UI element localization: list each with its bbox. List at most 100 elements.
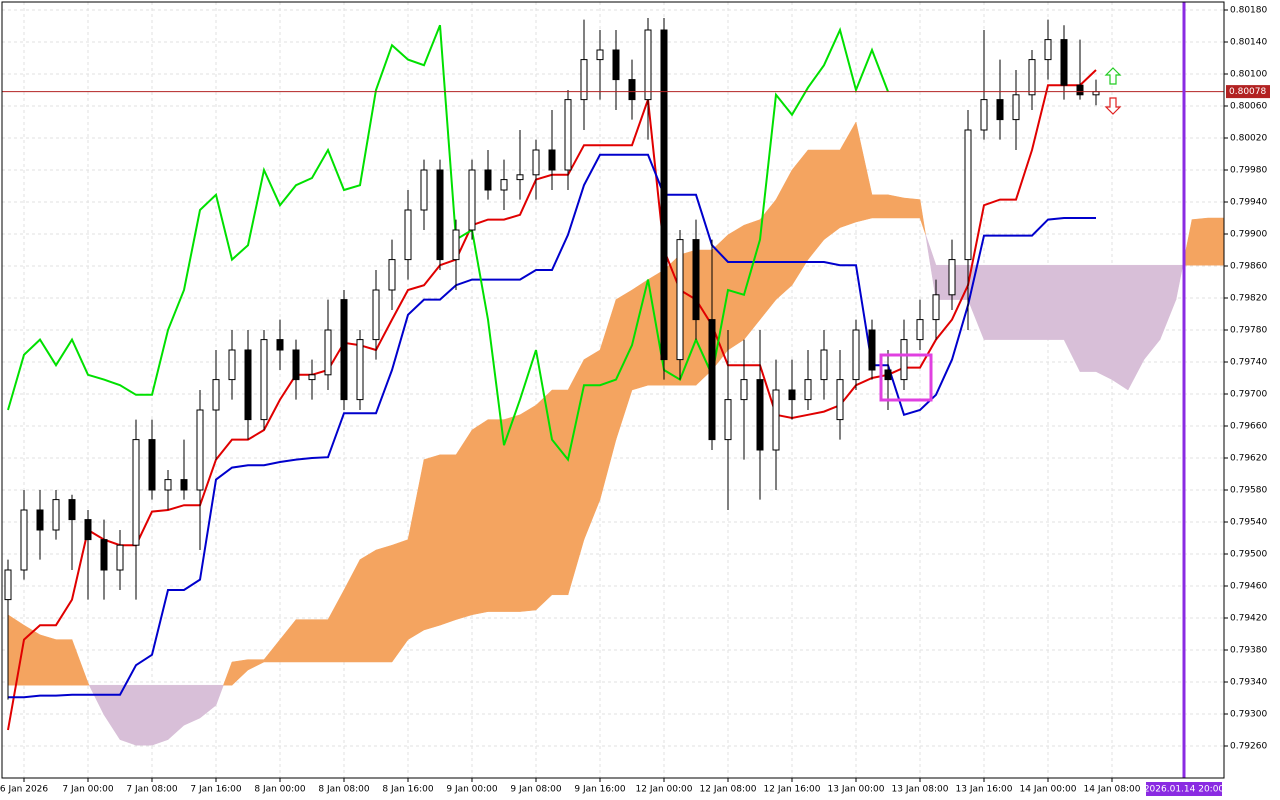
candle-body — [932, 294, 940, 321]
candle-body — [36, 509, 44, 531]
candles-layer — [4, 18, 1100, 700]
candle-body — [276, 339, 284, 351]
candle-body — [692, 239, 700, 321]
x-tick-label: 7 Jan 16:00 — [190, 785, 242, 795]
price-label: 0.80078 — [1229, 87, 1266, 97]
candle-body — [820, 349, 828, 381]
candle-body — [308, 374, 316, 381]
x-tick-label: 9 Jan 08:00 — [510, 785, 562, 795]
x-tick-label: 14 Jan 08:00 — [1084, 785, 1141, 795]
candle-body — [20, 509, 28, 571]
cloud-segment — [999, 264, 1017, 340]
cloud-segment — [135, 684, 153, 746]
candle-body — [548, 149, 556, 171]
y-tick-label: 0.79260 — [1230, 742, 1267, 752]
cloud-segment — [1191, 217, 1209, 266]
cloud-segment — [23, 624, 41, 686]
cloud-segment — [151, 684, 169, 746]
y-tick-label: 0.79660 — [1230, 422, 1267, 432]
candle-body — [52, 499, 60, 531]
candle-body — [612, 49, 620, 81]
candle-body — [196, 409, 204, 491]
x-tick-label: 7 Jan 08:00 — [126, 785, 178, 795]
cloud-segment — [1079, 264, 1097, 372]
cloud-segment — [919, 199, 926, 235]
candle-body — [628, 79, 636, 101]
candle-body — [644, 29, 652, 101]
cloud-segment — [743, 219, 761, 341]
y-tick-label: 0.79340 — [1230, 678, 1267, 688]
y-tick-label: 0.80060 — [1230, 102, 1267, 112]
y-tick-label: 0.79860 — [1230, 262, 1267, 272]
candle-body — [356, 339, 364, 401]
candle-body — [1028, 59, 1036, 96]
candle-body — [100, 539, 108, 571]
candle-body — [4, 569, 12, 601]
cloud-segment — [823, 149, 841, 241]
candle-body — [868, 329, 876, 371]
cloud-segment — [455, 429, 473, 620]
cloud-segment — [1015, 264, 1033, 340]
candle-body — [948, 259, 956, 296]
cloud-segment — [503, 414, 521, 612]
cloud-segment — [983, 264, 1001, 340]
candle-body — [1060, 39, 1068, 86]
sell-arrow — [1104, 97, 1122, 115]
candle-body — [788, 389, 796, 401]
cloud-layer — [7, 121, 1225, 746]
y-tick-label: 0.79980 — [1230, 166, 1267, 176]
highlight-box — [879, 353, 933, 402]
cloud-segment — [1175, 264, 1184, 300]
candle-body — [804, 379, 812, 401]
x-tick-label: 8 Jan 16:00 — [382, 785, 434, 795]
candle-body — [292, 349, 300, 381]
candle-body — [420, 169, 428, 211]
y-tick-label: 0.79380 — [1230, 646, 1267, 656]
candle-body — [468, 169, 476, 231]
cloud-segment — [55, 639, 73, 686]
y-tick-label: 0.79500 — [1230, 550, 1267, 560]
x-tick-label: 9 Jan 16:00 — [574, 785, 626, 795]
cloud-segment — [295, 619, 313, 663]
y-tick-label: 0.80140 — [1230, 38, 1267, 48]
y-tick-label: 0.79620 — [1230, 454, 1267, 464]
candle-body — [116, 544, 124, 571]
cloud-segment — [311, 619, 329, 663]
y-tick-label: 0.79780 — [1230, 326, 1267, 336]
candle-body — [596, 49, 604, 61]
candle-body — [900, 339, 908, 381]
candle-body — [180, 479, 188, 491]
candle-body — [708, 319, 716, 441]
cloud-segment — [471, 419, 489, 616]
cloud-segment — [375, 544, 393, 663]
plot-frame — [1, 1, 1225, 779]
candle-body — [580, 59, 588, 101]
x-tick-label: 13 Jan 08:00 — [892, 785, 949, 795]
candle-body — [532, 149, 540, 176]
candle-body — [660, 29, 668, 361]
candle-body — [340, 299, 348, 401]
cursor-label-box — [1146, 782, 1222, 796]
candle-body — [372, 289, 380, 341]
cloud-segment — [215, 684, 224, 706]
y-tick-label: 0.79420 — [1230, 614, 1267, 624]
candle-body — [996, 99, 1004, 121]
cloud-segment — [487, 419, 505, 612]
candle-body — [1076, 84, 1084, 96]
x-tick-label: 7 Jan 00:00 — [62, 785, 114, 795]
candle-body — [964, 129, 972, 261]
candle-body — [676, 239, 684, 361]
cloud-segment — [519, 404, 537, 612]
cloud-segment — [727, 224, 745, 351]
candle-body — [756, 379, 764, 451]
candle-body — [324, 329, 332, 376]
y-tick-label: 0.80100 — [1230, 70, 1267, 80]
candle-body — [388, 259, 396, 291]
y-tick-label: 0.79300 — [1230, 710, 1267, 720]
cloud-segment — [1047, 264, 1065, 340]
candle-body — [564, 99, 572, 171]
y-tick-label: 0.80180 — [1230, 6, 1267, 16]
y-tick-label: 0.79580 — [1230, 486, 1267, 496]
